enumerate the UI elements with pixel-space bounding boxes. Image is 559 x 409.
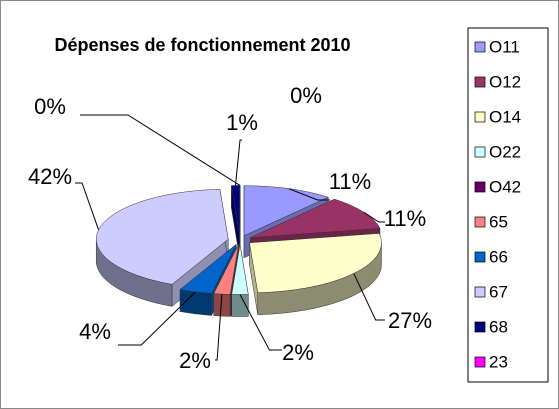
leader-line (80, 114, 241, 186)
slice-top (230, 244, 240, 295)
legend: O11 O12 O14 O22 O42 65 66 67 68 23 (467, 27, 549, 383)
legend-label: 66 (489, 247, 508, 266)
data-label: 11% (329, 169, 371, 194)
legend-swatch (474, 41, 486, 53)
legend-swatch (474, 146, 486, 158)
leader-line (288, 188, 330, 201)
legend-label: 67 (489, 282, 508, 301)
slice-top (243, 185, 329, 237)
slice (95, 188, 229, 307)
data-label: 2% (179, 348, 211, 373)
data-label: 0% (290, 83, 322, 108)
legend-swatch (474, 181, 486, 193)
slice (231, 244, 249, 317)
legend-label: O14 (489, 107, 521, 126)
slice (249, 233, 382, 315)
legend-swatch (474, 111, 486, 123)
legend-label: O12 (489, 72, 521, 91)
legend-label: O42 (489, 177, 521, 196)
slice-top (179, 244, 237, 294)
leader-line (118, 291, 196, 346)
legend-swatch (474, 76, 486, 88)
legend-label: 68 (489, 317, 508, 336)
leader-line (234, 139, 242, 186)
leader-line (215, 294, 223, 361)
legend-swatch (474, 321, 486, 333)
data-label: 42% (28, 164, 72, 189)
legend-swatch (474, 251, 486, 263)
leader-line (353, 273, 385, 321)
data-label: 0% (34, 94, 66, 119)
legend-label: O11 (489, 37, 520, 56)
data-label: 4% (79, 319, 111, 344)
slice-top (213, 244, 239, 295)
legend-label: 23 (489, 352, 508, 371)
data-label: 11% (384, 206, 426, 231)
chart-title: Dépenses de fonctionnement 2010 (54, 35, 351, 55)
slice-top (95, 188, 229, 285)
data-label: 1% (226, 110, 258, 135)
slice (231, 185, 240, 258)
leader-line (239, 294, 282, 351)
legend-swatch (474, 356, 486, 368)
data-label: 2% (282, 340, 314, 365)
data-label: 27% (388, 308, 432, 333)
legend-swatch (474, 286, 486, 298)
leader-line (75, 182, 100, 230)
leader-line (363, 211, 385, 223)
legend-swatch (474, 216, 486, 228)
legend-label: 65 (489, 212, 508, 231)
legend-label: O22 (489, 142, 521, 161)
